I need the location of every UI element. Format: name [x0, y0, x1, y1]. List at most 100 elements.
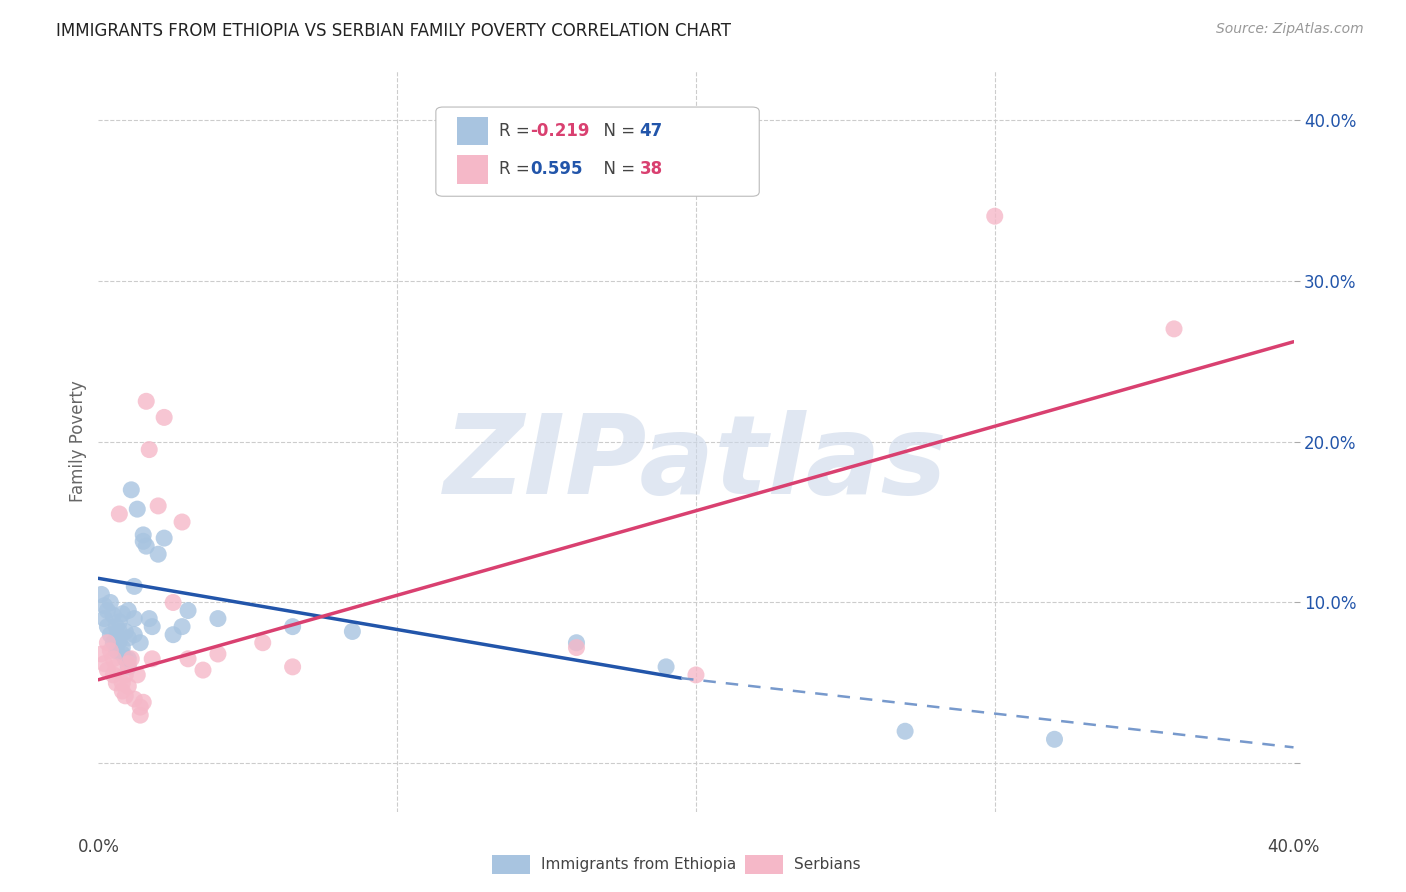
Point: [138, 611, 160, 625]
Point: [177, 652, 200, 666]
Point: [96, 663, 118, 677]
Point: [111, 647, 134, 661]
Point: [114, 652, 136, 666]
Text: ZIPatlas: ZIPatlas: [444, 410, 948, 517]
Point: [127, 502, 149, 516]
Point: [120, 483, 142, 497]
Point: [132, 695, 155, 709]
Point: [207, 611, 229, 625]
Point: [108, 634, 131, 648]
Point: [108, 624, 131, 639]
Point: [894, 724, 917, 739]
Point: [103, 608, 125, 623]
Point: [96, 619, 118, 633]
Text: 38: 38: [640, 161, 662, 178]
Point: [103, 652, 125, 666]
Point: [105, 631, 128, 645]
Point: [105, 644, 128, 658]
Point: [148, 547, 170, 561]
Point: [1043, 732, 1066, 747]
Point: [105, 676, 128, 690]
Point: [117, 657, 139, 671]
Point: [93, 611, 115, 625]
Point: [98, 628, 122, 642]
Point: [984, 209, 1007, 223]
Point: [135, 394, 157, 409]
Point: [162, 628, 184, 642]
Point: [120, 652, 142, 666]
Point: [114, 668, 136, 682]
Point: [1163, 322, 1185, 336]
Text: 0.0%: 0.0%: [77, 838, 120, 856]
Point: [177, 603, 200, 617]
Text: Serbians: Serbians: [794, 857, 860, 871]
Point: [172, 515, 194, 529]
Point: [124, 692, 146, 706]
Y-axis label: Family Poverty: Family Poverty: [69, 381, 87, 502]
Point: [141, 619, 163, 633]
Text: 40.0%: 40.0%: [1267, 838, 1320, 856]
Point: [207, 647, 229, 661]
Point: [117, 652, 139, 666]
Point: [117, 679, 139, 693]
Text: Source: ZipAtlas.com: Source: ZipAtlas.com: [1216, 22, 1364, 37]
Point: [93, 657, 115, 671]
Point: [111, 607, 134, 621]
Point: [105, 660, 128, 674]
Text: N =: N =: [593, 122, 641, 140]
Point: [148, 499, 170, 513]
Point: [108, 507, 131, 521]
Point: [111, 684, 134, 698]
Point: [124, 611, 146, 625]
Point: [117, 603, 139, 617]
Point: [114, 689, 136, 703]
Point: [685, 668, 707, 682]
Point: [135, 539, 157, 553]
Point: [127, 668, 149, 682]
Point: [655, 660, 678, 674]
Point: [90, 587, 112, 601]
Point: [117, 631, 139, 645]
Text: R =: R =: [499, 122, 536, 140]
Point: [114, 624, 136, 639]
Point: [105, 619, 128, 633]
Point: [98, 644, 122, 658]
Point: [191, 663, 214, 677]
Point: [565, 640, 588, 655]
Point: [172, 619, 194, 633]
Text: -0.219: -0.219: [530, 122, 589, 140]
Point: [141, 652, 163, 666]
Point: [342, 624, 364, 639]
Point: [565, 636, 588, 650]
Point: [132, 534, 155, 549]
Point: [117, 660, 139, 674]
Point: [103, 636, 125, 650]
Point: [124, 579, 146, 593]
Text: IMMIGRANTS FROM ETHIOPIA VS SERBIAN FAMILY POVERTY CORRELATION CHART: IMMIGRANTS FROM ETHIOPIA VS SERBIAN FAMI…: [56, 22, 731, 40]
Point: [103, 668, 125, 682]
Text: 47: 47: [640, 122, 664, 140]
Point: [153, 410, 176, 425]
Point: [281, 660, 304, 674]
Point: [111, 640, 134, 655]
Point: [96, 603, 118, 617]
Point: [153, 531, 176, 545]
Point: [96, 636, 118, 650]
Text: R =: R =: [499, 161, 536, 178]
Point: [129, 636, 152, 650]
Point: [252, 636, 274, 650]
Point: [111, 676, 134, 690]
Text: N =: N =: [593, 161, 641, 178]
Point: [281, 619, 304, 633]
Point: [98, 595, 122, 609]
Point: [124, 628, 146, 642]
Point: [132, 528, 155, 542]
Point: [129, 700, 152, 714]
Point: [108, 615, 131, 629]
Point: [129, 708, 152, 723]
Point: [162, 595, 184, 609]
Text: 0.595: 0.595: [530, 161, 582, 178]
Point: [138, 442, 160, 457]
Point: [90, 647, 112, 661]
Point: [93, 599, 115, 613]
